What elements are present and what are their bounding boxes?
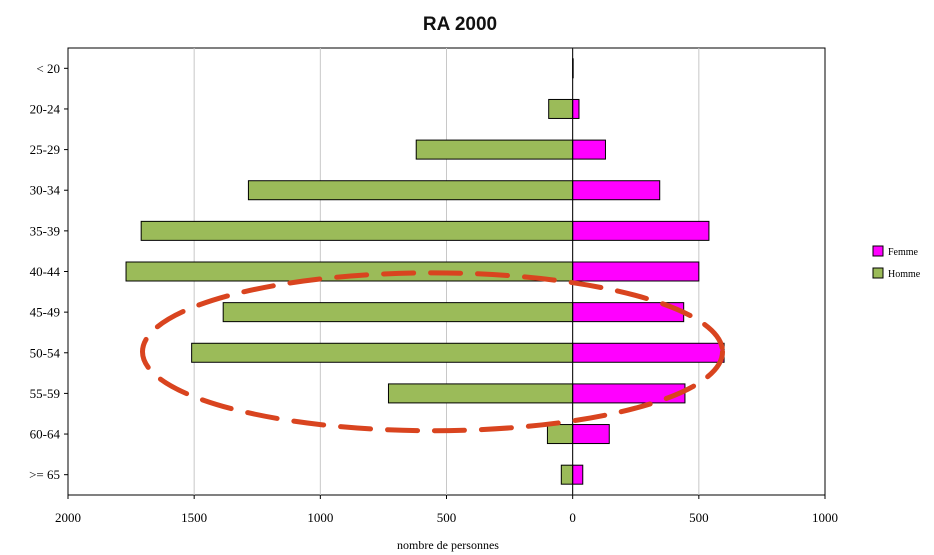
y-tick-label: 20-24 [30,101,61,116]
y-axis: < 20 20-24 25-29 30-34 35-39 40-44 45-49 50-54 5… [29,61,68,482]
x-tick-label: 500 [437,510,457,525]
bar-homme [247,180,574,201]
bar-homme [415,139,574,160]
bar-femme [572,139,606,160]
y-tick-label: 25-29 [30,142,60,157]
bar-homme [546,424,574,445]
y-tick-label: 30-34 [30,183,61,198]
legend-swatch [872,267,884,279]
x-tick-label: 1000 [307,510,333,525]
legend: Femme Homme [872,245,921,280]
bars [125,48,725,495]
bar-femme [572,342,725,363]
highlight-annotation [140,270,725,434]
legend-label: Homme [888,269,921,280]
y-tick-label: 40-44 [30,264,61,279]
bar-femme [572,261,700,282]
bar-homme [548,98,574,119]
bar-femme [572,424,610,445]
chart-title: RA 2000 [423,14,497,35]
bar-homme [191,342,574,363]
x-tick-label: 1000 [812,510,838,525]
bar-homme [222,302,574,323]
x-axis: 2000 1500 1000 500 0 500 1000 [55,495,838,525]
bar-homme [387,383,574,404]
bar-homme [560,464,574,485]
bar-femme [572,220,710,241]
x-tick-label: 2000 [55,510,81,525]
y-tick-label: 60-64 [30,427,61,442]
legend-swatch [872,245,884,257]
y-tick-label: 55-59 [30,386,60,401]
x-axis-label: nombre de personnes [397,538,499,552]
x-tick-label: 1500 [181,510,207,525]
bar-femme [572,98,580,119]
legend-label: Femme [888,247,919,258]
y-tick-label: 35-39 [30,223,60,238]
bar-femme [572,180,661,201]
y-tick-label: < 20 [36,61,60,76]
bar-femme [572,464,584,485]
x-tick-label: 500 [689,510,709,525]
y-tick-label: 50-54 [30,345,61,360]
y-tick-label: >= 65 [29,467,60,482]
dashed-highlight-ellipse [140,270,725,434]
x-tick-label: 0 [569,510,576,525]
bar-homme [140,220,574,241]
y-tick-label: 45-49 [30,305,60,320]
